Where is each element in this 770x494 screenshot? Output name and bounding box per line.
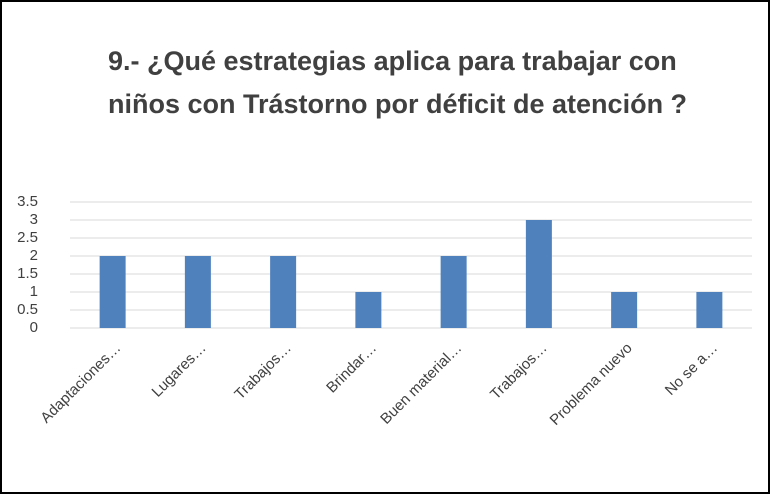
y-tick-label: 1 bbox=[30, 283, 38, 300]
y-tick-label: 2.5 bbox=[17, 229, 38, 246]
bar bbox=[611, 292, 638, 328]
bar bbox=[440, 256, 467, 328]
y-tick-label: 0.5 bbox=[17, 301, 38, 318]
y-tick-label: 1.5 bbox=[17, 265, 38, 282]
x-tick-label: Trabajos… bbox=[231, 340, 295, 404]
bar bbox=[184, 256, 211, 328]
bar bbox=[525, 220, 552, 328]
x-tick-label: Lugares… bbox=[149, 340, 210, 401]
bar bbox=[270, 256, 297, 328]
x-tick-label: Buen material… bbox=[377, 340, 465, 428]
x-tick-label: Problema nuevo bbox=[546, 340, 635, 429]
y-tick-label: 2 bbox=[30, 247, 38, 264]
x-tick-label: Brindar… bbox=[323, 340, 380, 397]
x-tick-label: Adaptaciones… bbox=[37, 340, 124, 427]
x-tick-label: No se a… bbox=[662, 340, 721, 399]
chart-title: 9.- ¿Qué estrategias aplica para trabaja… bbox=[108, 46, 688, 119]
y-tick-label: 3 bbox=[30, 211, 38, 228]
y-tick-label: 0 bbox=[30, 319, 38, 336]
x-tick-label: Trabajos… bbox=[487, 340, 551, 404]
bar bbox=[99, 256, 126, 328]
y-tick-label: 3.5 bbox=[17, 193, 38, 210]
bar bbox=[355, 292, 382, 328]
bar bbox=[696, 292, 723, 328]
